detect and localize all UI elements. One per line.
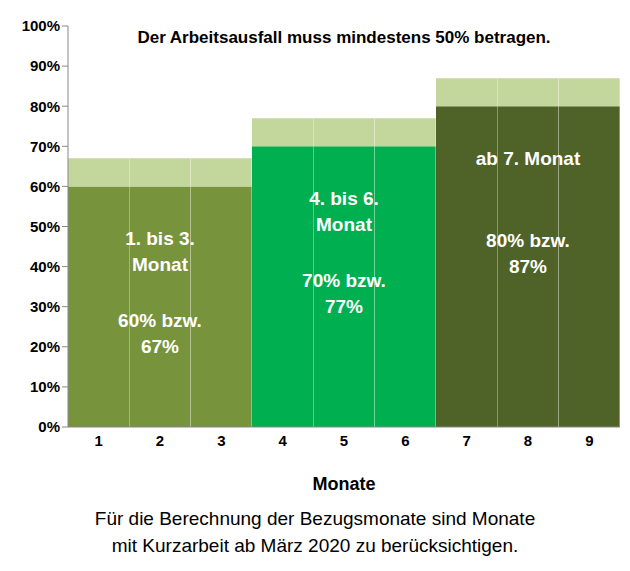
html-text:Der Arbeitsausfall muss mindes: Der Arbeitsausfall muss mindestens 50% b… bbox=[137, 28, 551, 47]
svg-text:1: 1 bbox=[94, 432, 102, 449]
html-text:mit Kurzarbeit ab März 2020 zu: mit Kurzarbeit ab März 2020 zu berücksic… bbox=[111, 535, 519, 556]
svg-text:6: 6 bbox=[401, 432, 409, 449]
html-text:Monat: Monat bbox=[316, 214, 372, 236]
html-text:67%: 67% bbox=[141, 336, 179, 358]
svg-text:90%: 90% bbox=[30, 57, 60, 74]
html-text:1. bis 3.: 1. bis 3. bbox=[125, 228, 195, 250]
html-text:87%: 87% bbox=[509, 256, 547, 278]
html-text:4. bis 6.: 4. bis 6. bbox=[309, 188, 379, 210]
svg-text:5: 5 bbox=[340, 432, 348, 449]
svg-text:0%: 0% bbox=[38, 418, 60, 435]
svg-text:80%: 80% bbox=[30, 98, 60, 115]
html-text:ab 7. Monat: ab 7. Monat bbox=[475, 148, 581, 170]
svg-text:20%: 20% bbox=[30, 338, 60, 355]
svg-text:7: 7 bbox=[462, 432, 470, 449]
svg-text:4: 4 bbox=[278, 432, 287, 449]
html-text:80% bzw.: 80% bzw. bbox=[486, 230, 570, 252]
svg-text:50%: 50% bbox=[30, 218, 60, 235]
svg-text:30%: 30% bbox=[30, 298, 60, 315]
svg-text:40%: 40% bbox=[30, 258, 60, 275]
html-text:70% bzw.: 70% bzw. bbox=[302, 270, 386, 292]
html-text:Für die Berechnung der Bezugsm: Für die Berechnung der Bezugsmonate sind… bbox=[94, 508, 536, 529]
svg-text:9: 9 bbox=[585, 432, 593, 449]
svg-text:100%: 100% bbox=[22, 17, 60, 34]
svg-text:10%: 10% bbox=[30, 378, 60, 395]
svg-text:8: 8 bbox=[524, 432, 532, 449]
html-text:60% bzw.: 60% bzw. bbox=[118, 310, 202, 332]
svg-text:60%: 60% bbox=[30, 178, 60, 195]
svg-text:70%: 70% bbox=[30, 138, 60, 155]
svg-text:2: 2 bbox=[156, 432, 164, 449]
svg-text:3: 3 bbox=[217, 432, 225, 449]
html-text:Monat: Monat bbox=[132, 254, 188, 276]
html-text:Monate: Monate bbox=[312, 474, 376, 494]
html-text:77%: 77% bbox=[325, 296, 363, 318]
